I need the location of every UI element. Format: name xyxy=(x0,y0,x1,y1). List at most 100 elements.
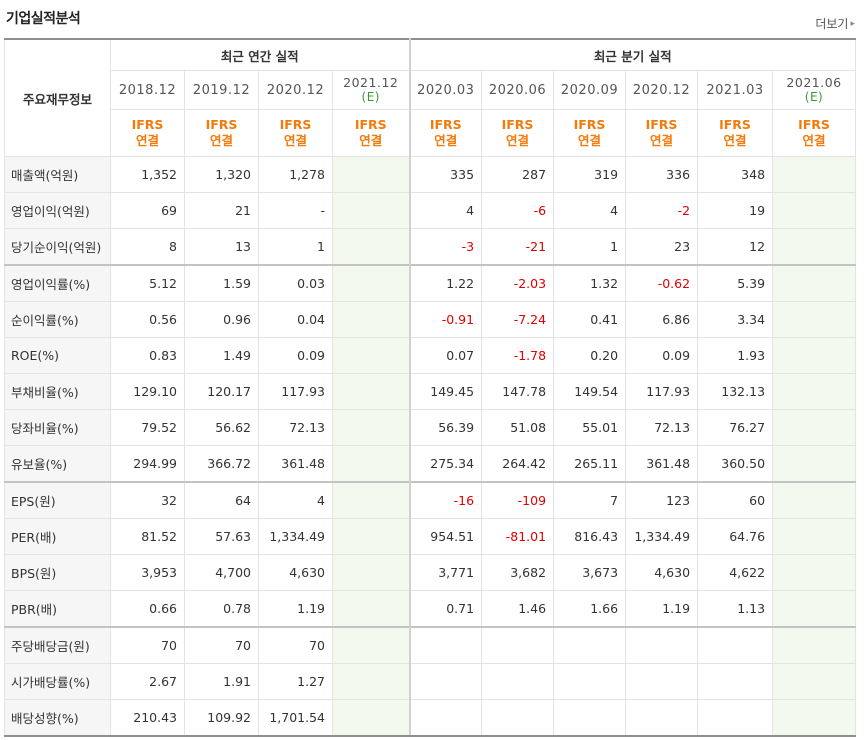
value-cell: 294.99 xyxy=(110,445,185,483)
value-cell: 1.19 xyxy=(625,590,699,628)
value-cell xyxy=(772,264,857,302)
value-cell xyxy=(772,445,857,483)
value-cell: 4,630 xyxy=(625,554,699,591)
value-cell: 79.52 xyxy=(110,409,185,446)
value-cell xyxy=(331,554,411,591)
ifrs-label: IFRS 연결 xyxy=(110,109,185,157)
value-cell: 1,320 xyxy=(184,156,259,193)
value-cell: 2.67 xyxy=(110,663,185,700)
value-cell: 0.71 xyxy=(409,590,483,628)
value-cell xyxy=(409,663,483,700)
value-cell: 366.72 xyxy=(184,445,259,483)
value-cell: 117.93 xyxy=(258,373,333,410)
table-row: PER(배) 81.52 57.63 1,334.49 954.51 -81.01 816.… xyxy=(4,518,857,555)
value-cell: 0.96 xyxy=(184,301,259,338)
value-cell xyxy=(331,699,411,737)
value-cell xyxy=(331,590,411,628)
row-label: 부채비율(%) xyxy=(4,373,111,410)
more-link[interactable]: 더보기 ▸ xyxy=(815,15,855,32)
ifrs-label: IFRS 연결 xyxy=(258,109,333,157)
value-cell: 275.34 xyxy=(409,445,483,483)
value-cell: 264.42 xyxy=(481,445,555,483)
value-cell xyxy=(481,699,555,737)
value-cell: 4,700 xyxy=(184,554,259,591)
value-cell xyxy=(331,445,411,483)
value-cell xyxy=(772,228,857,266)
value-cell: 361.48 xyxy=(258,445,333,483)
value-cell xyxy=(331,337,411,374)
value-cell: 1.66 xyxy=(553,590,627,628)
value-cell: 4 xyxy=(258,481,333,519)
value-cell xyxy=(481,663,555,700)
value-cell: 0.07 xyxy=(409,337,483,374)
value-cell xyxy=(331,373,411,410)
value-cell: 56.62 xyxy=(184,409,259,446)
row-label: 영업이익률(%) xyxy=(4,264,111,302)
value-cell xyxy=(331,481,411,519)
value-cell: 348 xyxy=(697,156,774,193)
table-row: 매출액(억원) 1,352 1,320 1,278 335 287 319 336 348 xyxy=(4,156,857,193)
value-cell: 1,278 xyxy=(258,156,333,193)
table-row: ROE(%) 0.83 1.49 0.09 0.07 -1.78 0.20 0.09 1.93 xyxy=(4,337,857,374)
value-cell: 149.45 xyxy=(409,373,483,410)
value-cell: 147.78 xyxy=(481,373,555,410)
value-cell: 109.92 xyxy=(184,699,259,737)
row-label: EPS(원) xyxy=(4,481,111,519)
value-cell: 57.63 xyxy=(184,518,259,555)
value-cell: -81.01 xyxy=(481,518,555,555)
value-cell: 0.03 xyxy=(258,264,333,302)
value-cell: 1,334.49 xyxy=(625,518,699,555)
value-cell: 1.59 xyxy=(184,264,259,302)
value-cell: 8 xyxy=(110,228,185,266)
period-label: 2021.06 xyxy=(786,75,842,90)
value-cell: 1 xyxy=(553,228,627,266)
table-row: 부채비율(%) 129.10 120.17 117.93 149.45 147.78 149… xyxy=(4,373,857,410)
value-cell xyxy=(409,626,483,664)
value-cell: -6 xyxy=(481,192,555,229)
row-label-header: 주요재무정보 xyxy=(4,38,111,157)
row-label: 영업이익(억원) xyxy=(4,192,111,229)
value-cell: 1.46 xyxy=(481,590,555,628)
value-cell: 64 xyxy=(184,481,259,519)
value-cell: 70 xyxy=(184,626,259,664)
row-label: 매출액(억원) xyxy=(4,156,111,193)
table-row: 영업이익률(%) 5.12 1.59 0.03 1.22 -2.03 1.32 -0.62 5.… xyxy=(4,264,857,302)
table-row: PBR(배) 0.66 0.78 1.19 0.71 1.46 1.66 1.19 1.13 xyxy=(4,590,857,628)
value-cell: 1.22 xyxy=(409,264,483,302)
value-cell: 120.17 xyxy=(184,373,259,410)
period-header: 2018.12 xyxy=(110,70,185,110)
value-cell: 12 xyxy=(697,228,774,266)
quarter-group-header: 최근 분기 실적 xyxy=(409,38,857,71)
value-cell xyxy=(772,590,857,628)
table-row: 순이익률(%) 0.56 0.96 0.04 -0.91 -7.24 0.41 6.86 3.3… xyxy=(4,301,857,338)
value-cell: 336 xyxy=(625,156,699,193)
value-cell: 1.91 xyxy=(184,663,259,700)
value-cell: 64.76 xyxy=(697,518,774,555)
table-row: 당좌비율(%) 79.52 56.62 72.13 56.39 51.08 55.01 72.… xyxy=(4,409,857,446)
value-cell: 123 xyxy=(625,481,699,519)
value-cell xyxy=(697,626,774,664)
ifrs-label: IFRS 연결 xyxy=(625,109,699,157)
more-link-label: 더보기 xyxy=(815,17,849,31)
annual-group-header: 최근 연간 실적 xyxy=(109,38,411,71)
value-cell: - xyxy=(258,192,333,229)
value-cell: 1 xyxy=(258,228,333,266)
value-cell: -0.91 xyxy=(409,301,483,338)
period-header: 2020.12 xyxy=(625,70,699,110)
row-label: 순이익률(%) xyxy=(4,301,111,338)
value-cell: 3,673 xyxy=(553,554,627,591)
value-cell xyxy=(625,663,699,700)
financial-table: 주요재무정보 최근 연간 실적 최근 분기 실적 2018.12 2019.12 2… xyxy=(4,38,857,737)
row-label: 당기순이익(억원) xyxy=(4,228,111,266)
table-row: 당기순이익(억원) 8 13 1 -3 -21 1 23 12 xyxy=(4,228,857,266)
chevron-right-icon: ▸ xyxy=(850,18,855,29)
value-cell: 0.04 xyxy=(258,301,333,338)
value-cell: 4,622 xyxy=(697,554,774,591)
value-cell: 5.39 xyxy=(697,264,774,302)
value-cell: 23 xyxy=(625,228,699,266)
row-label: 당좌비율(%) xyxy=(4,409,111,446)
estimate-tag: (E) xyxy=(804,90,824,104)
value-cell xyxy=(331,518,411,555)
value-cell: 4 xyxy=(409,192,483,229)
value-cell xyxy=(331,156,411,193)
